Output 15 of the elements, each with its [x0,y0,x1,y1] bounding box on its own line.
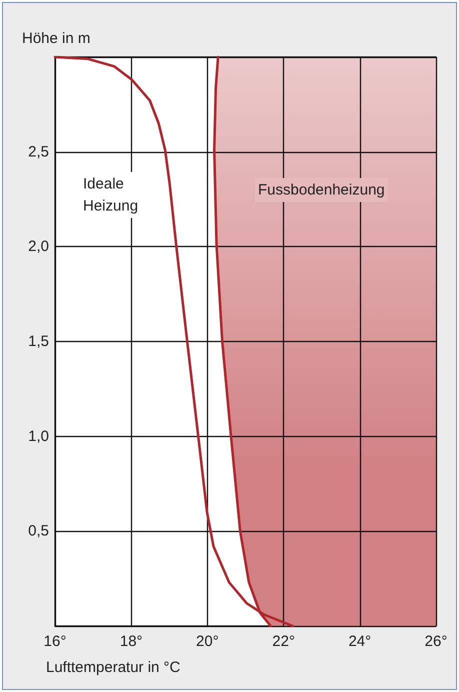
x-axis-title: Lufttemperatur in °C [46,659,181,676]
y-tick-label: 0,5 [28,522,49,540]
y-tick-label: 2,5 [28,143,49,160]
x-tick-label: 16° [44,633,66,650]
x-tick-label: 22° [272,633,295,650]
x-tick-label: 26° [424,633,448,650]
y-axis-title: Höhe in m [22,30,90,47]
y-tick-label: 1,0 [28,428,49,445]
x-tick-label: 18° [120,633,143,650]
y-tick-label: 1,5 [28,333,49,350]
text: Ideale Heizung [83,176,138,214]
x-tick-label: 24° [348,633,372,650]
y-tick-label: 2,0 [28,238,49,256]
series-label: Fussbodenheizung [258,182,385,198]
x-tick-label: 20° [196,633,219,650]
